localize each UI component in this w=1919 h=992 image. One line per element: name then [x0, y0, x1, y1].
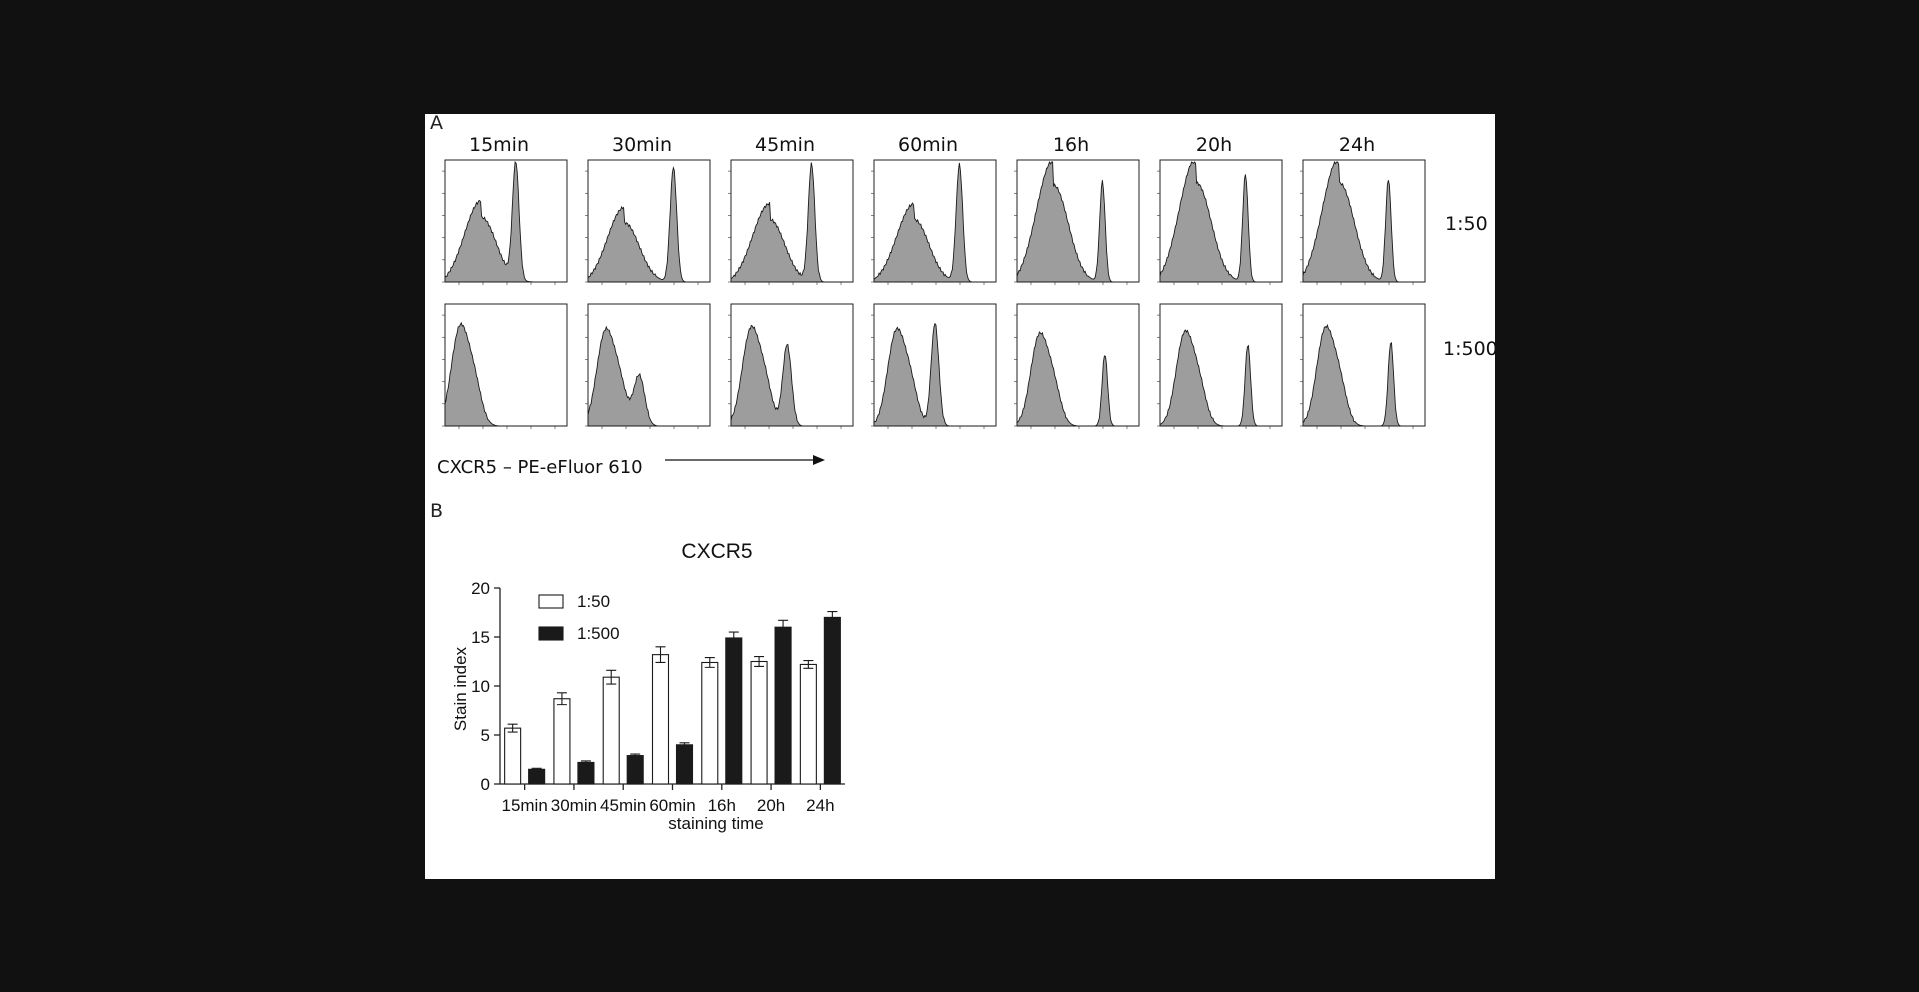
histogram-1-50-20h — [1157, 159, 1283, 295]
col-header-45min: 45min — [754, 134, 815, 156]
error-bar — [580, 760, 591, 765]
y-tick-label: 10 — [471, 677, 490, 696]
bar-1-50-15min — [504, 727, 522, 785]
row-label-1-500: 1:500 — [1443, 338, 1498, 360]
histogram-1-500-15min — [442, 303, 568, 439]
legend-label-1-500: 1:500 — [577, 624, 620, 643]
x-tick-label: 20h — [757, 796, 785, 815]
panel-a-label: A — [430, 112, 443, 134]
error-bar — [754, 656, 765, 667]
histogram-1-500-16h — [1014, 303, 1140, 439]
bar-1-50-60min — [651, 654, 670, 785]
x-tick-label: 45min — [600, 796, 646, 815]
x-tick-label: 24h — [806, 796, 834, 815]
histogram-1-50-24h — [1300, 159, 1426, 295]
bar-1-500-24h — [823, 616, 841, 785]
x-tick-label: 60min — [649, 796, 695, 815]
histogram-1-500-24h — [1300, 303, 1426, 439]
error-bar — [827, 610, 838, 624]
histogram-1-500-60min — [871, 303, 997, 439]
col-header-20h: 20h — [1195, 134, 1233, 156]
error-bar — [606, 669, 617, 685]
bar-1-500-16h — [725, 637, 743, 785]
error-bar — [803, 659, 814, 669]
histogram-1-500-20h — [1157, 303, 1283, 439]
y-axis-label: Stain index — [451, 646, 470, 731]
legend-label-1-50: 1:50 — [577, 592, 610, 611]
error-bar — [704, 657, 715, 668]
axis-arrow-icon — [665, 455, 825, 465]
y-tick-label: 0 — [481, 775, 490, 794]
bar-1-500-60min — [675, 744, 694, 785]
bar-1-500-15min — [528, 768, 546, 785]
error-bar — [679, 742, 690, 748]
error-bar — [728, 631, 739, 645]
histogram-1-50-15min — [442, 159, 568, 295]
error-bar — [630, 753, 641, 758]
histogram-1-50-45min — [728, 159, 854, 295]
bar-1-50-45min — [602, 676, 620, 785]
col-header-15min: 15min — [468, 134, 529, 156]
bar-layer: 0 5 10 15 20 15min 30min 45min 60min 16h 20h 24h 1:5… — [471, 579, 845, 815]
histogram-1-500-30min — [585, 303, 711, 439]
bar-1-50-24h — [799, 663, 817, 785]
bar-1-500-30min — [577, 761, 595, 785]
col-header-16h: 16h — [1052, 134, 1090, 156]
stain-index-bar-chart: CXCR5 Stain index staining time 0 5 10 15 20… — [451, 540, 845, 833]
error-bar — [556, 692, 567, 706]
error-bar — [531, 767, 542, 771]
x-tick-label: 30min — [551, 796, 597, 815]
histogram-axis-caption: CXCR5 – PE-eFluor 610 — [437, 457, 643, 478]
bar-1-50-20h — [750, 660, 768, 785]
bar-1-500-45min — [626, 755, 644, 785]
y-tick-label: 15 — [471, 628, 490, 647]
x-tick-label: 15min — [501, 796, 547, 815]
col-header-24h: 24h — [1338, 134, 1376, 156]
legend-swatch-1-500 — [538, 626, 564, 641]
histogram-1-500-45min — [728, 303, 854, 439]
error-bar — [507, 723, 518, 733]
x-tick-label: 16h — [708, 796, 736, 815]
bar-1-50-16h — [701, 661, 719, 785]
col-header-30min: 30min — [611, 134, 672, 156]
figure: A 15min 30min 45min 60min 16h 20h 24h 1:… — [425, 112, 1498, 879]
bar-1-50-30min — [553, 698, 571, 785]
col-header-60min: 60min — [897, 134, 958, 156]
legend-swatch-1-50 — [538, 594, 564, 609]
row-label-1-50: 1:50 — [1445, 213, 1488, 235]
histogram-1-50-16h — [1014, 159, 1140, 295]
error-bar — [778, 619, 789, 635]
histogram-1-50-60min — [871, 159, 997, 295]
x-axis-label: staining time — [668, 814, 763, 833]
y-tick-label: 5 — [481, 726, 490, 745]
chart-title: CXCR5 — [681, 540, 752, 563]
bar-1-500-20h — [774, 626, 792, 785]
panel-b-label: B — [430, 500, 444, 522]
histogram-1-50-30min — [585, 159, 711, 295]
error-bar — [655, 646, 666, 664]
y-tick-label: 20 — [471, 579, 490, 598]
